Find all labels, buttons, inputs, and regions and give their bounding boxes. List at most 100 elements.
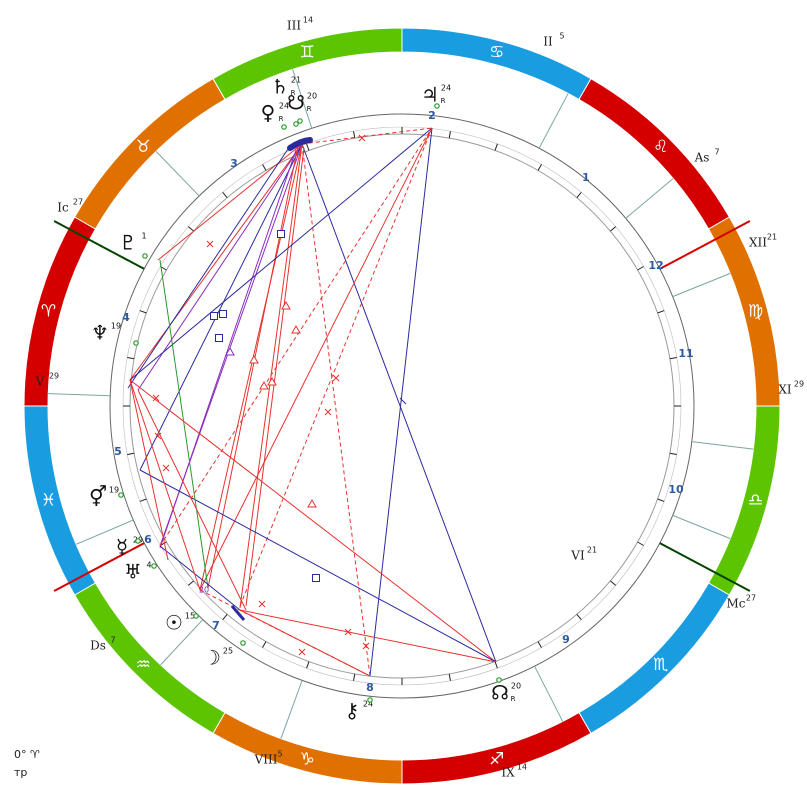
house-cusp-label-xi: XI (778, 383, 792, 397)
aspect-line (245, 147, 305, 607)
aspect-line (159, 127, 433, 547)
degree-tick (448, 673, 451, 681)
angle-axis-line (53, 220, 145, 270)
angle-label-ic: Ic (57, 201, 69, 215)
aspect-square-marker (215, 334, 223, 342)
planet-glyph-south-node: ☋ (287, 91, 305, 115)
planet-degree-moon: 25 (223, 647, 233, 656)
aspect-sextile-marker (324, 408, 332, 416)
aspect-sextile-marker (344, 628, 352, 636)
degree-tick (657, 310, 665, 314)
planet-glyph-pluto: ♇ (119, 231, 137, 255)
degree-tick (306, 661, 310, 669)
house-number-5: 5 (114, 445, 122, 458)
planet-degree-saturn: 21 (291, 76, 301, 85)
outer-house-circle (109, 113, 695, 699)
planet-point-south-node (293, 121, 299, 127)
aspect-line (199, 143, 303, 591)
zodiac-glyph-leo: ♌ (653, 137, 668, 157)
zodiac-glyph-aquarius: ♒ (136, 655, 151, 675)
planet-glyph-neptune: ♆ (91, 321, 109, 345)
degree-tick (637, 541, 644, 546)
zodiac-glyph-gemini: ♊ (300, 42, 315, 62)
planet-retro-south-node: R (307, 105, 312, 113)
angle-degree-mc: 27 (746, 594, 756, 603)
planet-glyph-jupiter: ♃ (421, 83, 439, 107)
house-number-1: 1 (582, 171, 590, 184)
aspect-sextile-marker (258, 600, 266, 608)
zodiac-glyph-virgo: ♍ (748, 301, 763, 321)
house-cusp-line (160, 619, 204, 666)
aspect-trine-marker (249, 354, 259, 364)
house-number-11: 11 (678, 347, 693, 360)
house-number-8: 8 (366, 681, 374, 694)
aspect-line (139, 143, 303, 471)
planet-glyph-lilith: ⚥ (89, 485, 107, 509)
degree-tick (576, 614, 582, 621)
aspect-line (239, 609, 371, 677)
house-cusp-line (672, 514, 731, 540)
house-cusp-label-ix: IX (501, 766, 515, 780)
house-cusp-line (691, 441, 754, 450)
degree-tick (610, 580, 617, 586)
planet-glyph-sun: ☉ (165, 611, 183, 635)
house-cusp-degree-ix: 14 (517, 763, 527, 772)
aspect-trine-marker (291, 324, 301, 334)
angle-degree-ic: 27 (73, 198, 83, 207)
house-number-circle (129, 133, 675, 679)
aspect-line (301, 143, 497, 663)
aspect-trine-marker (267, 376, 277, 386)
aspect-line (301, 127, 433, 145)
house-cusp-label-vi: VI (570, 549, 585, 563)
aspect-square-marker (277, 230, 285, 238)
planet-point-lilith (118, 492, 124, 498)
house-cusp-degree-xi: 29 (794, 380, 804, 389)
zodiac-segment-gemini (212, 27, 403, 101)
aspect-line (129, 127, 433, 381)
planet-glyph-saturn: ♄ (271, 75, 289, 99)
house-cusp-degree-xii: 21 (767, 233, 777, 242)
house-cusp-degree-ii: 5 (559, 32, 564, 41)
degree-tick (494, 661, 498, 669)
center-mark (399, 397, 407, 405)
planet-degree-sun: 15 (185, 612, 195, 621)
planet-degree-north-node: 20 (511, 682, 521, 691)
angle-axis-line (659, 220, 751, 270)
zodiac-glyph-scorpio: ♏ (653, 655, 668, 675)
planet-point-sun (193, 613, 199, 619)
aspect-line (137, 143, 303, 391)
conjunction-cluster-bottom (230, 605, 246, 621)
degree-tick (139, 310, 147, 314)
aspect-line (239, 609, 497, 663)
degree-tick (139, 498, 147, 502)
degree-tick (353, 673, 356, 681)
planet-point-neptune (133, 340, 139, 346)
planet-glyph-uranus: ♅ (124, 560, 142, 584)
aspect-square-marker (219, 310, 227, 318)
degree-tick (222, 191, 228, 198)
aspect-line (129, 379, 497, 663)
zodiac-segment-sagittarius (401, 711, 592, 785)
degree-tick (353, 131, 356, 139)
house-cusp-line (292, 69, 313, 129)
zodiac-glyph-cancer: ♋ (489, 42, 504, 62)
aspect-trine-marker (225, 346, 235, 356)
house-cusp-line (280, 680, 303, 739)
house-cusp-line (75, 519, 134, 545)
house-cusp-degree-iii: 14 (303, 16, 313, 25)
aspect-line (301, 143, 371, 677)
house-number-10: 10 (668, 483, 684, 496)
angle-degree-ds: 7 (110, 636, 115, 645)
degree-tick (669, 357, 677, 360)
house-cusp-line (155, 151, 200, 197)
planet-point-uranus (151, 563, 157, 569)
aspect-trine-marker (281, 300, 291, 310)
degree-tick (537, 641, 542, 648)
aspect-square-marker (210, 312, 218, 320)
house-inner-guide-circle (122, 126, 682, 686)
planet-point-venus (281, 124, 287, 130)
zodiac-segment-virgo (707, 216, 781, 407)
zodiac-segment-pisces (23, 405, 97, 596)
aspect-line (239, 127, 433, 607)
planet-degree-uranus: 4 (146, 561, 151, 570)
